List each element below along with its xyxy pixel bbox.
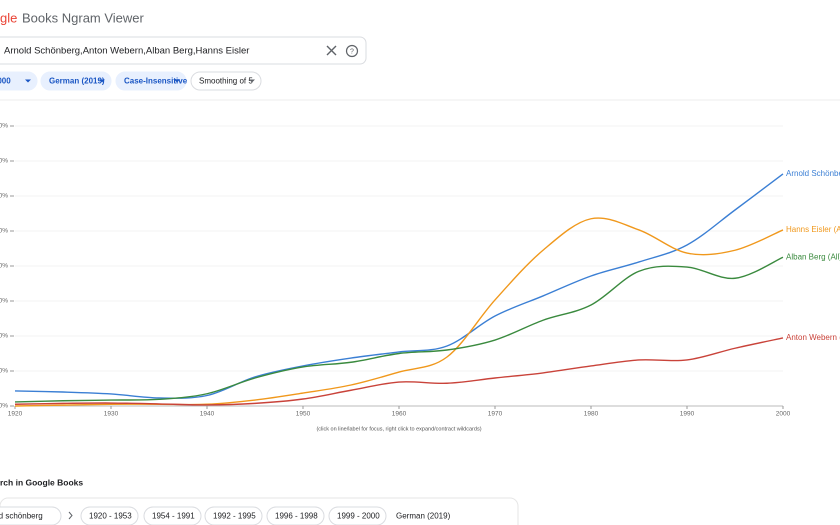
option-chip[interactable] [40,71,112,91]
books-link-label: 1954 - 1991 [152,512,195,521]
chart-note: (click on line/label for focus, right cl… [316,426,481,432]
help-icon[interactable] [345,44,359,58]
x-tick-label: 1930 [104,411,119,418]
y-tick-label: 60% [0,298,8,305]
option-chip-label: - 2000 [0,77,11,86]
search-query[interactable]: Arnold Schönberg,Anton Webern,Alban Berg… [4,46,249,57]
books-link-label: 1996 - 1998 [275,512,318,521]
dropdown-arrow [99,79,105,83]
books-link-label[interactable]: German (2019) [396,512,451,521]
x-tick-label: 1920 [8,411,23,418]
books-link[interactable] [0,506,62,525]
y-tick-label: 40% [0,158,8,165]
y-tick-label: 80% [0,263,8,270]
y-tick-label: 60% [0,123,8,130]
books-link[interactable] [80,506,139,525]
x-tick-label: 2000 [776,411,791,418]
y-tick-label: 00% [0,403,8,410]
option-chip-label: German (2019) [49,77,105,86]
books-link[interactable] [204,506,263,525]
x-tick-label: 1950 [296,411,311,418]
clear-icon[interactable] [326,45,337,56]
logo: gle [0,10,17,25]
option-chip-label: Smoothing of 5 [199,77,253,86]
series-line[interactable] [14,217,784,407]
dropdown-arrow [25,79,31,83]
books-link-label: nold schönberg [0,512,43,521]
x-tick-label: 1960 [392,411,407,418]
help-mark: ? [350,48,354,55]
series-label[interactable]: Arnold Schönberg (All) [786,169,840,178]
dropdown-arrow [174,79,180,83]
books-heading: rch in Google Books [0,477,83,487]
series-label[interactable]: Anton Webern (All) [786,333,840,342]
x-tick-label: 1980 [584,411,599,418]
y-tick-label: 40% [0,333,8,340]
chevron [68,511,73,520]
option-chip-label: Case-Insensitive [124,77,188,86]
series-line[interactable] [14,173,784,399]
app-title: Books Ngram Viewer [22,10,145,25]
books-link[interactable] [266,506,325,525]
y-tick-label: 20% [0,193,8,200]
x-tick-label: 1990 [680,411,695,418]
books-link-label: 1920 - 1953 [89,512,132,521]
books-link[interactable] [328,506,387,525]
y-tick-label: 00% [0,228,8,235]
option-chip[interactable] [0,71,38,91]
books-link-label: 1999 - 2000 [337,512,380,521]
books-link-label: 1992 - 1995 [213,512,256,521]
search-box[interactable] [0,36,367,65]
y-tick-label: 20% [0,368,8,375]
series-line[interactable] [14,256,784,403]
books-link[interactable] [143,506,202,525]
x-tick-label: 1970 [488,411,503,418]
series-label[interactable]: Hanns Eisler (All) [786,225,840,234]
option-chip[interactable] [190,71,262,91]
series-label[interactable]: Alban Berg (All) [786,252,840,261]
series-line[interactable] [14,337,784,406]
option-chip[interactable] [115,71,187,91]
x-tick-label: 1940 [200,411,215,418]
dropdown-arrow [249,79,255,83]
